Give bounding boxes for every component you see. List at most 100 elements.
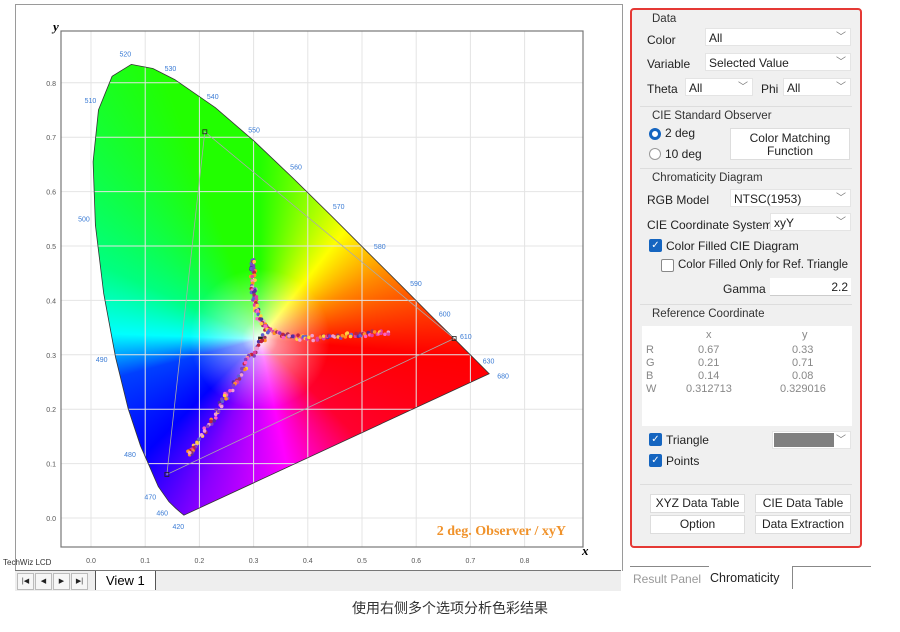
data-point (281, 332, 285, 337)
divider (640, 106, 852, 107)
x-tick-label: 0.2 (195, 558, 205, 565)
cell-x[interactable]: 0.312713 (686, 383, 732, 395)
data-point (251, 298, 255, 302)
divider (640, 168, 852, 169)
x-tick-label: 0.4 (303, 558, 313, 565)
theta-select[interactable]: All ﹀ (685, 78, 753, 96)
radio-2deg[interactable] (649, 128, 661, 140)
data-point (243, 357, 248, 362)
data-point (281, 335, 286, 340)
data-point (340, 333, 345, 338)
y-tick-label: 0.2 (46, 407, 56, 414)
data-point (230, 388, 235, 393)
table-row: B 0.14 0.08 (642, 370, 852, 383)
data-group-label: Data (652, 13, 677, 25)
data-point (222, 393, 227, 398)
gamma-input[interactable]: 2.2 (770, 278, 851, 296)
wavelength-label: 560 (290, 165, 302, 172)
wavelength-label: 510 (85, 98, 97, 105)
data-point (315, 336, 320, 341)
triangle-vertex-marker (451, 336, 457, 341)
triangle-label: Triangle (666, 433, 709, 447)
chevron-down-icon: ﹀ (738, 82, 748, 93)
cell-x[interactable]: 0.67 (698, 344, 720, 356)
cie-data-table-button[interactable]: CIE Data Table (755, 494, 851, 513)
table-row: W 0.312713 0.329016 (642, 383, 852, 396)
data-point (354, 331, 358, 336)
points-checkbox[interactable]: ✓ (649, 454, 662, 467)
data-point (287, 334, 291, 338)
wavelength-label: 420 (172, 524, 184, 531)
prev-view-button[interactable]: ◀ (35, 573, 52, 590)
cell-x[interactable]: 0.21 (698, 357, 720, 369)
chart-title: 2 deg. Observer / xyY (437, 524, 566, 539)
data-point (296, 333, 300, 337)
x-tick-label: 0.3 (249, 558, 259, 565)
row-name: G (646, 357, 655, 369)
data-point (370, 333, 374, 338)
data-point (278, 331, 282, 335)
cell-y[interactable]: 0.71 (792, 357, 814, 369)
wavelength-label: 530 (165, 66, 177, 73)
cell-x[interactable]: 0.14 (698, 370, 720, 382)
rgb-model-select[interactable]: NTSC(1953) ﹀ (730, 189, 851, 207)
phi-select[interactable]: All ﹀ (783, 78, 851, 96)
tab-chromaticity[interactable]: Chromaticity (710, 571, 780, 585)
color-filled-label: Color Filled CIE Diagram (666, 239, 799, 253)
data-point (195, 440, 199, 445)
data-point (237, 377, 242, 381)
data-point (243, 367, 247, 372)
next-view-button[interactable]: ▶ (53, 573, 70, 590)
color-filled-checkbox[interactable]: ✓ (649, 239, 662, 252)
data-point (328, 334, 332, 338)
row-name: W (646, 383, 657, 395)
color-filled-ref-checkbox[interactable] (661, 259, 674, 272)
last-view-button[interactable]: ▶| (71, 573, 88, 590)
data-point (224, 396, 228, 401)
row-name: R (646, 344, 654, 356)
data-point (199, 433, 204, 437)
wavelength-label: 590 (410, 281, 422, 288)
points-label: Points (666, 454, 700, 468)
xyz-data-table-button[interactable]: XYZ Data Table (650, 494, 745, 513)
chevron-down-icon: ﹀ (836, 435, 846, 446)
triangle-checkbox[interactable]: ✓ (649, 433, 662, 446)
variable-select[interactable]: Selected Value ﹀ (705, 53, 851, 71)
y-axis-label: y (51, 19, 59, 34)
color-matching-function-button[interactable]: Color Matching Function (730, 128, 850, 160)
radio-2deg-label: 2 deg (665, 126, 696, 140)
data-extraction-button[interactable]: Data Extraction (755, 515, 851, 534)
coord-system-select[interactable]: xyY ﹀ (770, 213, 851, 231)
data-point (216, 409, 221, 414)
tab-result-panel[interactable]: Result Panel (630, 566, 709, 589)
data-point (213, 412, 218, 417)
data-point (239, 373, 244, 377)
y-tick-label: 0.8 (46, 81, 56, 88)
wavelength-label: 680 (497, 373, 509, 380)
tab-view-1[interactable]: View 1 (95, 571, 156, 590)
radio-10deg-label: 10 deg (665, 147, 702, 161)
data-point (197, 437, 201, 442)
wavelength-label: 520 (119, 52, 131, 59)
color-swatch (774, 433, 834, 447)
triangle-color-select[interactable]: ﹀ (772, 431, 851, 449)
data-point (379, 331, 383, 336)
cell-y[interactable]: 0.08 (792, 370, 814, 382)
x-tick-label: 0.7 (466, 558, 476, 565)
cell-y[interactable]: 0.33 (792, 344, 814, 356)
cell-y[interactable]: 0.329016 (780, 383, 826, 395)
x-tick-label: 0.0 (86, 558, 96, 565)
data-point (220, 399, 225, 404)
color-select[interactable]: All ﹀ (705, 28, 851, 46)
radio-10deg[interactable] (649, 148, 661, 160)
wavelength-label: 460 (156, 510, 168, 517)
x-axis-label: x (581, 543, 589, 558)
data-point (212, 418, 216, 423)
chevron-down-icon: ﹀ (836, 57, 846, 68)
chromaticity-chart: 420 460 470 480 490 500 510 520 530 540 550 560 570 5… (15, 4, 623, 571)
data-point (306, 335, 311, 340)
y-tick-label: 0.4 (46, 298, 56, 305)
coord-system-label: CIE Coordinate System (647, 218, 773, 232)
option-button[interactable]: Option (650, 515, 745, 534)
first-view-button[interactable]: |◀ (17, 573, 34, 590)
